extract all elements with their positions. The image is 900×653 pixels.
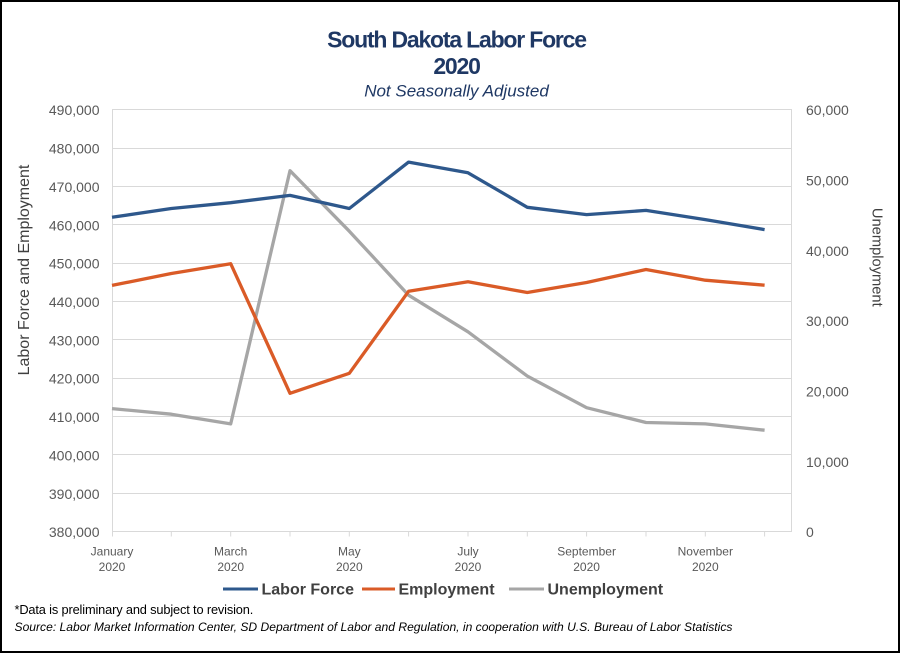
svg-text:420,000: 420,000 — [49, 371, 100, 387]
svg-text:Not Seasonally Adjusted: Not Seasonally Adjusted — [364, 82, 549, 101]
svg-text:July: July — [457, 545, 478, 559]
svg-text:430,000: 430,000 — [49, 332, 100, 348]
svg-text:40,000: 40,000 — [806, 243, 849, 259]
svg-text:Unemployment: Unemployment — [548, 582, 664, 599]
svg-text:2020: 2020 — [455, 560, 482, 574]
svg-text:410,000: 410,000 — [49, 409, 100, 425]
svg-text:10,000: 10,000 — [806, 454, 849, 470]
svg-text:September: September — [557, 545, 616, 559]
svg-text:450,000: 450,000 — [49, 256, 100, 272]
svg-text:January: January — [91, 545, 134, 559]
svg-text:2020: 2020 — [692, 560, 719, 574]
svg-text:Labor Force and Employment: Labor Force and Employment — [16, 164, 33, 375]
svg-text:Unemployment: Unemployment — [869, 208, 885, 307]
svg-text:South Dakota Labor Force: South Dakota Labor Force — [327, 26, 586, 52]
svg-text:30,000: 30,000 — [806, 313, 849, 329]
svg-text:May: May — [338, 545, 361, 559]
svg-text:460,000: 460,000 — [49, 217, 100, 233]
svg-text:Labor Force: Labor Force — [262, 582, 355, 599]
svg-text:480,000: 480,000 — [49, 141, 100, 157]
svg-text:2020: 2020 — [217, 560, 244, 574]
svg-text:0: 0 — [806, 524, 814, 540]
svg-text:20,000: 20,000 — [806, 384, 849, 400]
svg-text:50,000: 50,000 — [806, 173, 849, 189]
svg-text:380,000: 380,000 — [49, 524, 100, 540]
svg-text:470,000: 470,000 — [49, 179, 100, 195]
svg-text:390,000: 390,000 — [49, 486, 100, 502]
svg-text:2020: 2020 — [336, 560, 363, 574]
svg-text:March: March — [214, 545, 247, 559]
svg-text:November: November — [678, 545, 733, 559]
svg-text:Source: Labor Market Informati: Source: Labor Market Information Center,… — [15, 620, 733, 634]
svg-text:440,000: 440,000 — [49, 294, 100, 310]
svg-text:*Data is preliminary and subje: *Data is preliminary and subject to revi… — [15, 602, 254, 617]
svg-text:2020: 2020 — [99, 560, 126, 574]
svg-text:Employment: Employment — [399, 582, 496, 599]
svg-text:400,000: 400,000 — [49, 448, 100, 464]
svg-text:60,000: 60,000 — [806, 102, 849, 118]
svg-text:2020: 2020 — [573, 560, 600, 574]
svg-text:2020: 2020 — [433, 53, 480, 79]
svg-text:490,000: 490,000 — [49, 102, 100, 118]
